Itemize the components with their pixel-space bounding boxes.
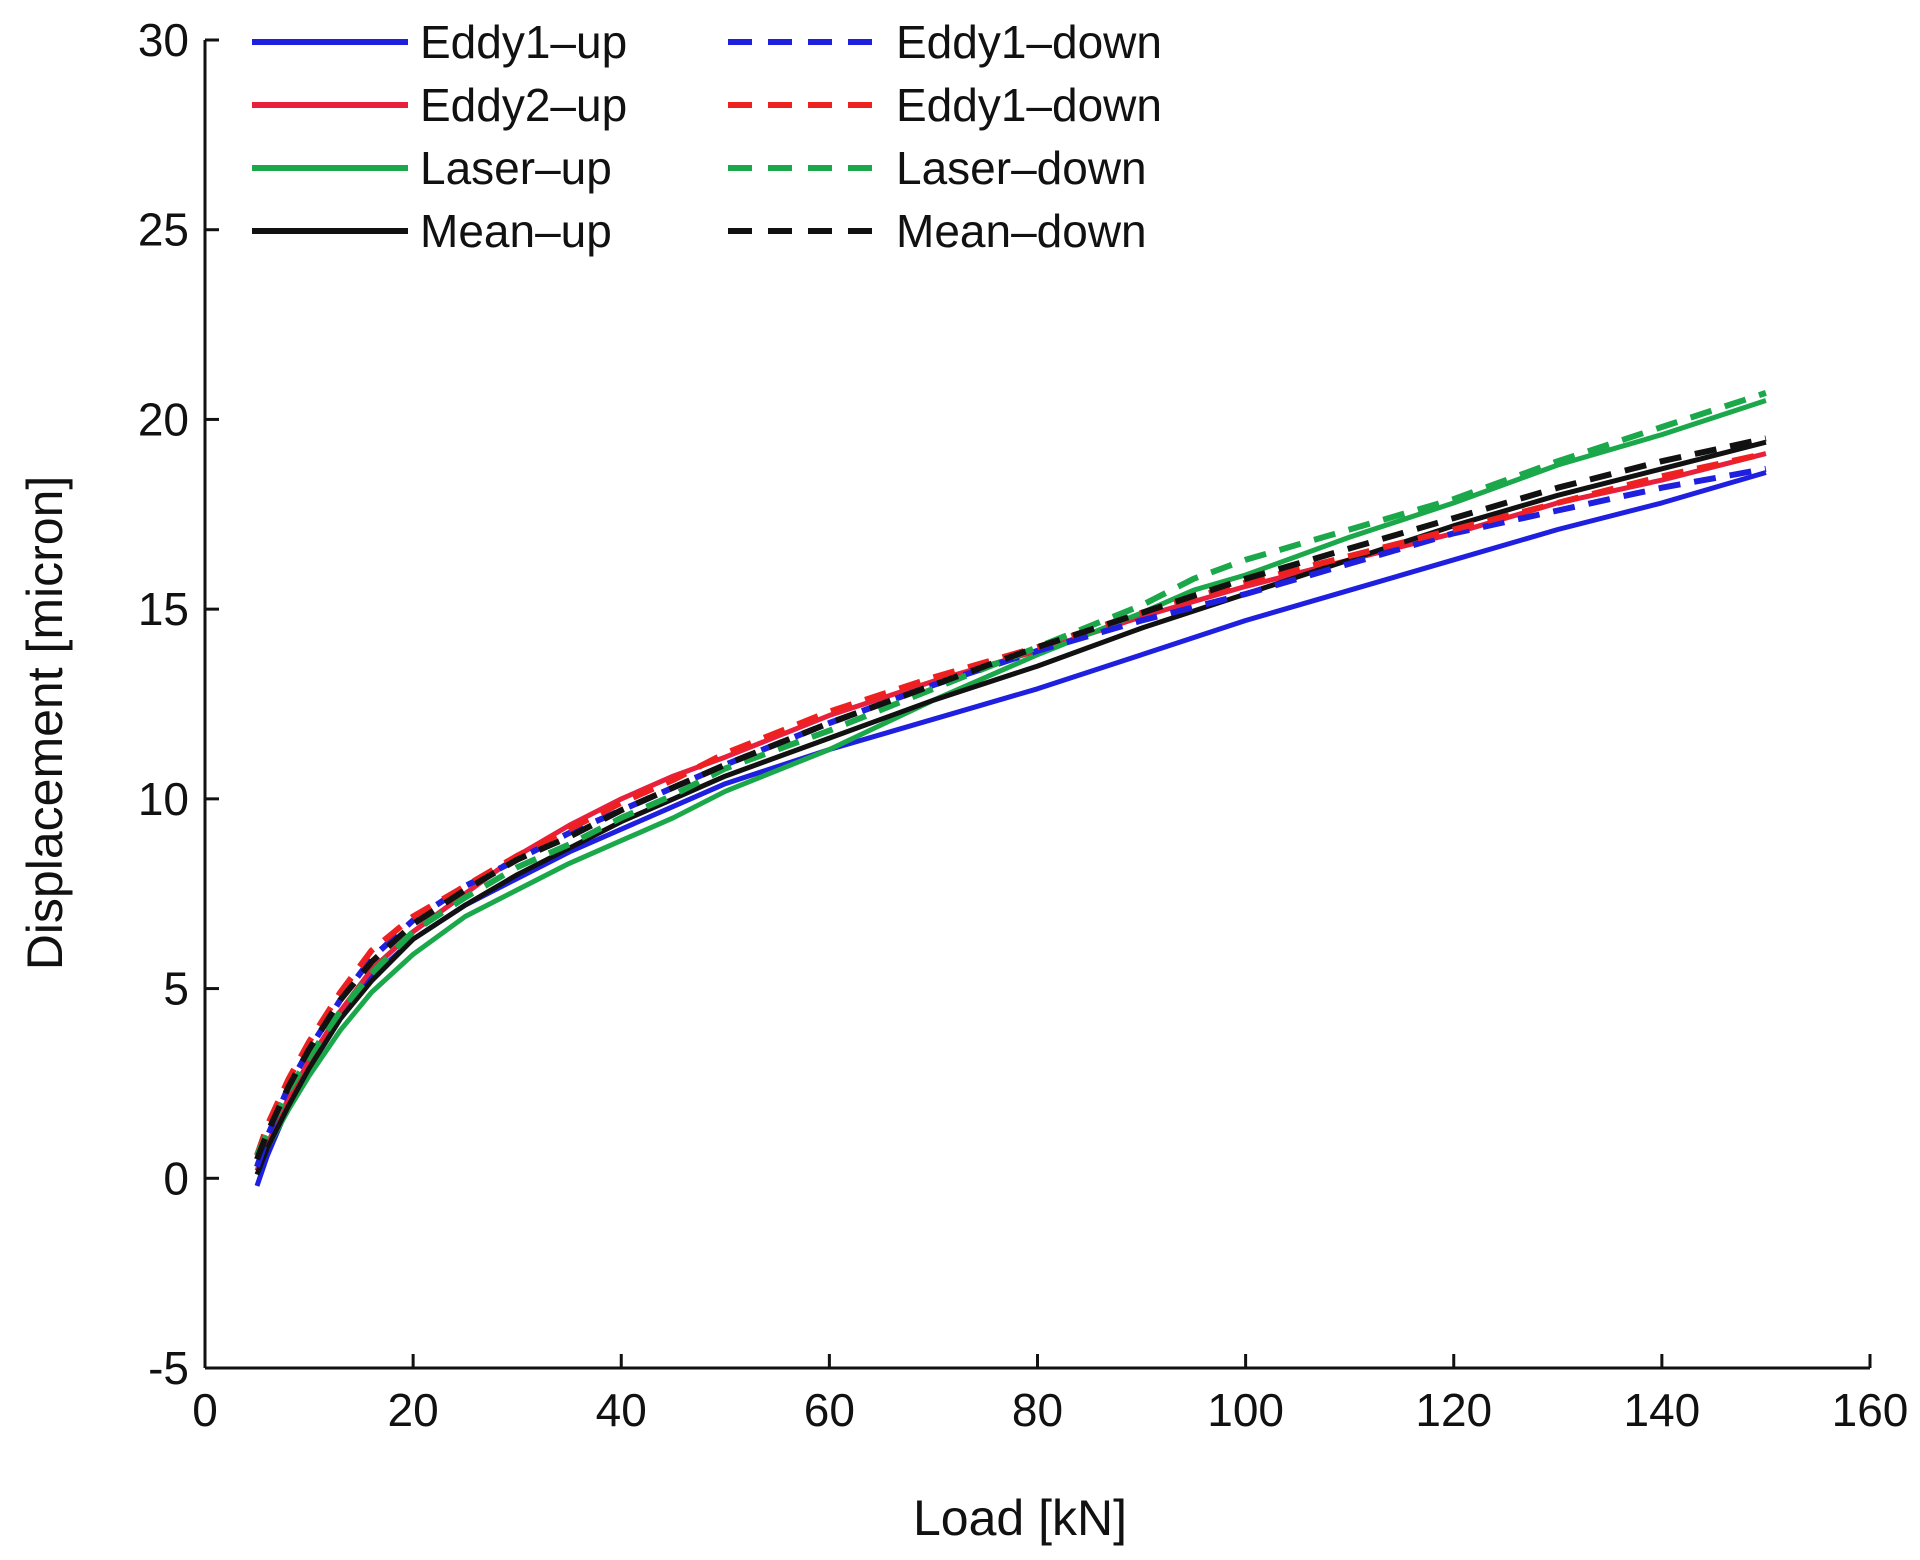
y-tick-label: 0 bbox=[163, 1152, 189, 1204]
x-tick-label: 100 bbox=[1207, 1384, 1284, 1436]
y-axis-label: Displacement [micron] bbox=[17, 476, 73, 971]
y-tick-label: 15 bbox=[138, 583, 189, 635]
legend-label: Mean–up bbox=[420, 205, 612, 257]
x-axis-label: Load [kN] bbox=[913, 1490, 1127, 1546]
series-line-0 bbox=[254, 470, 1767, 1187]
series-line-5 bbox=[254, 450, 1767, 1157]
series-layer bbox=[254, 390, 1767, 1187]
y-tick-label: -5 bbox=[148, 1342, 189, 1394]
x-tick-label: 120 bbox=[1415, 1384, 1492, 1436]
series-line-7 bbox=[254, 435, 1767, 1161]
legend-label: Eddy2–up bbox=[420, 79, 627, 131]
y-tick-label: 5 bbox=[163, 963, 189, 1015]
y-tick-label: 30 bbox=[138, 14, 189, 66]
y-tick-label: 25 bbox=[138, 204, 189, 256]
x-tick-label: 40 bbox=[596, 1384, 647, 1436]
series-line-4 bbox=[254, 465, 1767, 1168]
series-line-3 bbox=[254, 439, 1767, 1176]
y-tick-label: 20 bbox=[138, 393, 189, 445]
legend: Eddy1–up Eddy2–up Laser–up Mean–up Eddy1–dow… bbox=[252, 16, 1162, 257]
x-tick-label: 20 bbox=[388, 1384, 439, 1436]
legend-label: Laser–up bbox=[420, 142, 612, 194]
x-tick-label: 140 bbox=[1624, 1384, 1701, 1436]
series-line-6 bbox=[254, 390, 1767, 1157]
x-tick-label: 0 bbox=[192, 1384, 218, 1436]
series-line-1 bbox=[254, 451, 1767, 1172]
legend-label: Laser–down bbox=[896, 142, 1147, 194]
legend-label: Eddy1–up bbox=[420, 16, 627, 68]
legend-label: Eddy1–down bbox=[896, 16, 1162, 68]
x-tick-label: 160 bbox=[1832, 1384, 1909, 1436]
y-tick-label: 10 bbox=[138, 773, 189, 825]
x-tick-label: 60 bbox=[804, 1384, 855, 1436]
x-tick-label: 80 bbox=[1012, 1384, 1063, 1436]
legend-label: Eddy1–down bbox=[896, 79, 1162, 131]
series-line-2 bbox=[254, 398, 1767, 1169]
legend-label: Mean–down bbox=[896, 205, 1147, 257]
